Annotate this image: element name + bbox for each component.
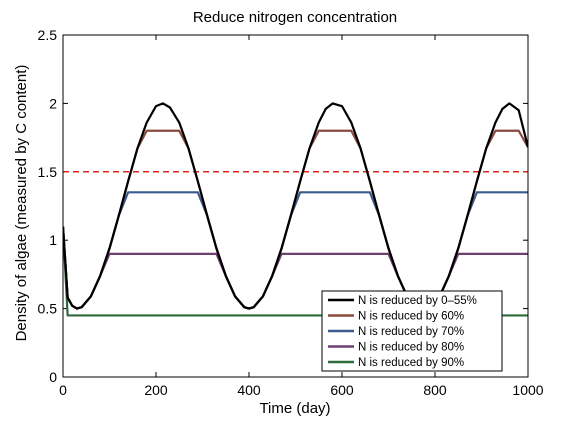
series-line-2 [63,129,528,310]
legend-entry-label: N is reduced by 70% [358,326,464,338]
x-tick-label: 800 [423,382,447,398]
y-axis-ticks: 0 0.5 1 1.5 2 2.5 [38,27,528,385]
y-tick-label: 0 [49,369,57,385]
chart-title: Reduce nitrogen concentration [193,9,397,26]
y-tick-label: 1.5 [38,164,58,180]
x-tick-label: 600 [330,382,354,398]
legend-entry-label: N is reduced by 90% [358,357,464,369]
y-axis-label: Density of algae (measured by C content) [13,65,30,342]
x-tick-label: 200 [144,382,168,398]
x-tick-label: 0 [59,382,67,398]
plot-frame [62,34,529,378]
y-tick-label: 1 [49,232,57,248]
x-axis-ticks: 0 200 400 600 800 1000 [59,35,544,398]
y-tick-label: 2 [49,95,57,111]
y-tick-label: 2.5 [38,27,58,43]
series-line-1 [63,102,528,310]
x-tick-label: 400 [237,382,261,398]
x-tick-label: 1000 [512,382,543,398]
legend-entry-label: N is reduced by 0–55% [358,295,477,307]
plot-area [63,102,528,317]
x-axis-label: Time (day) [259,400,330,417]
legend-entry-label: N is reduced by 80% [358,342,464,354]
legend: N is reduced by 0–55% N is reduced by 60%… [321,290,503,372]
y-tick-label: 0.5 [38,301,58,317]
legend-entry-label: N is reduced by 60% [358,311,464,323]
